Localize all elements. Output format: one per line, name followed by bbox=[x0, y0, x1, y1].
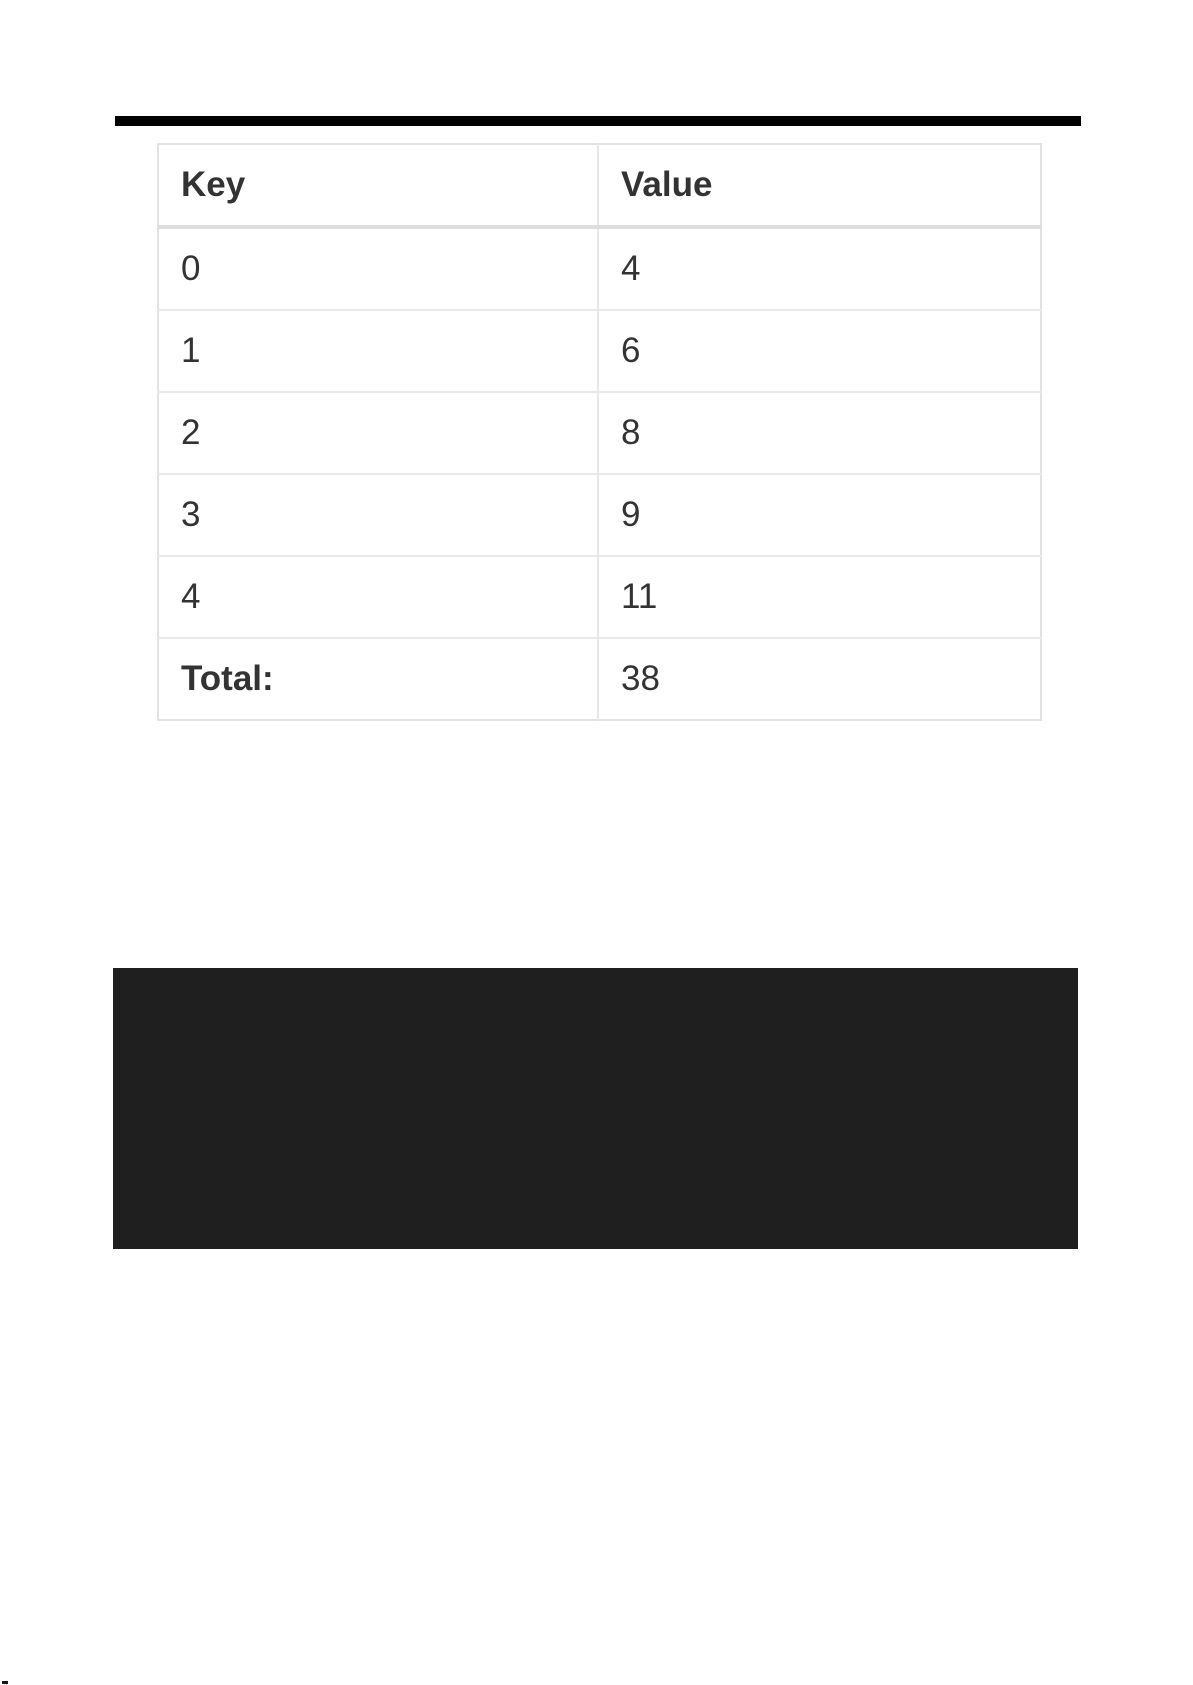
key-cell: 0 bbox=[181, 249, 201, 288]
value-cell: 11 bbox=[597, 555, 1041, 638]
total-label-cell: Total: bbox=[158, 637, 598, 720]
table-row: 4 11 bbox=[158, 555, 1041, 638]
column-header-value: Value bbox=[597, 144, 1041, 229]
table-row: 3 9 bbox=[158, 473, 1041, 556]
dark-code-panel bbox=[113, 968, 1078, 1249]
column-header-key: Key bbox=[158, 144, 598, 229]
table-header-row: Key Value bbox=[158, 144, 1041, 229]
key-cell: 3 bbox=[158, 473, 598, 556]
table-total-row: Total: 38 bbox=[158, 637, 1041, 720]
table-row: 0 4 bbox=[158, 227, 1041, 310]
table-row: 2 8 bbox=[158, 391, 1041, 474]
top-divider bbox=[115, 116, 1081, 126]
value-cell: 4 bbox=[597, 227, 1041, 310]
value-cell: 8 bbox=[597, 391, 1041, 474]
corner-glyph-artifact bbox=[2, 1681, 8, 1684]
key-cell: 4 bbox=[158, 555, 598, 638]
key-cell: 2 bbox=[158, 391, 598, 474]
total-value-cell: 38 bbox=[597, 637, 1041, 720]
table-row: 1 6 bbox=[158, 309, 1041, 392]
key-cell: 1 bbox=[158, 309, 598, 392]
key-value-table-container: Key Value 0 4 1 6 2 8 3 bbox=[157, 143, 1042, 721]
value-cell: 9 bbox=[597, 473, 1041, 556]
key-value-table: Key Value 0 4 1 6 2 8 3 bbox=[157, 143, 1042, 721]
value-cell: 6 bbox=[597, 309, 1041, 392]
